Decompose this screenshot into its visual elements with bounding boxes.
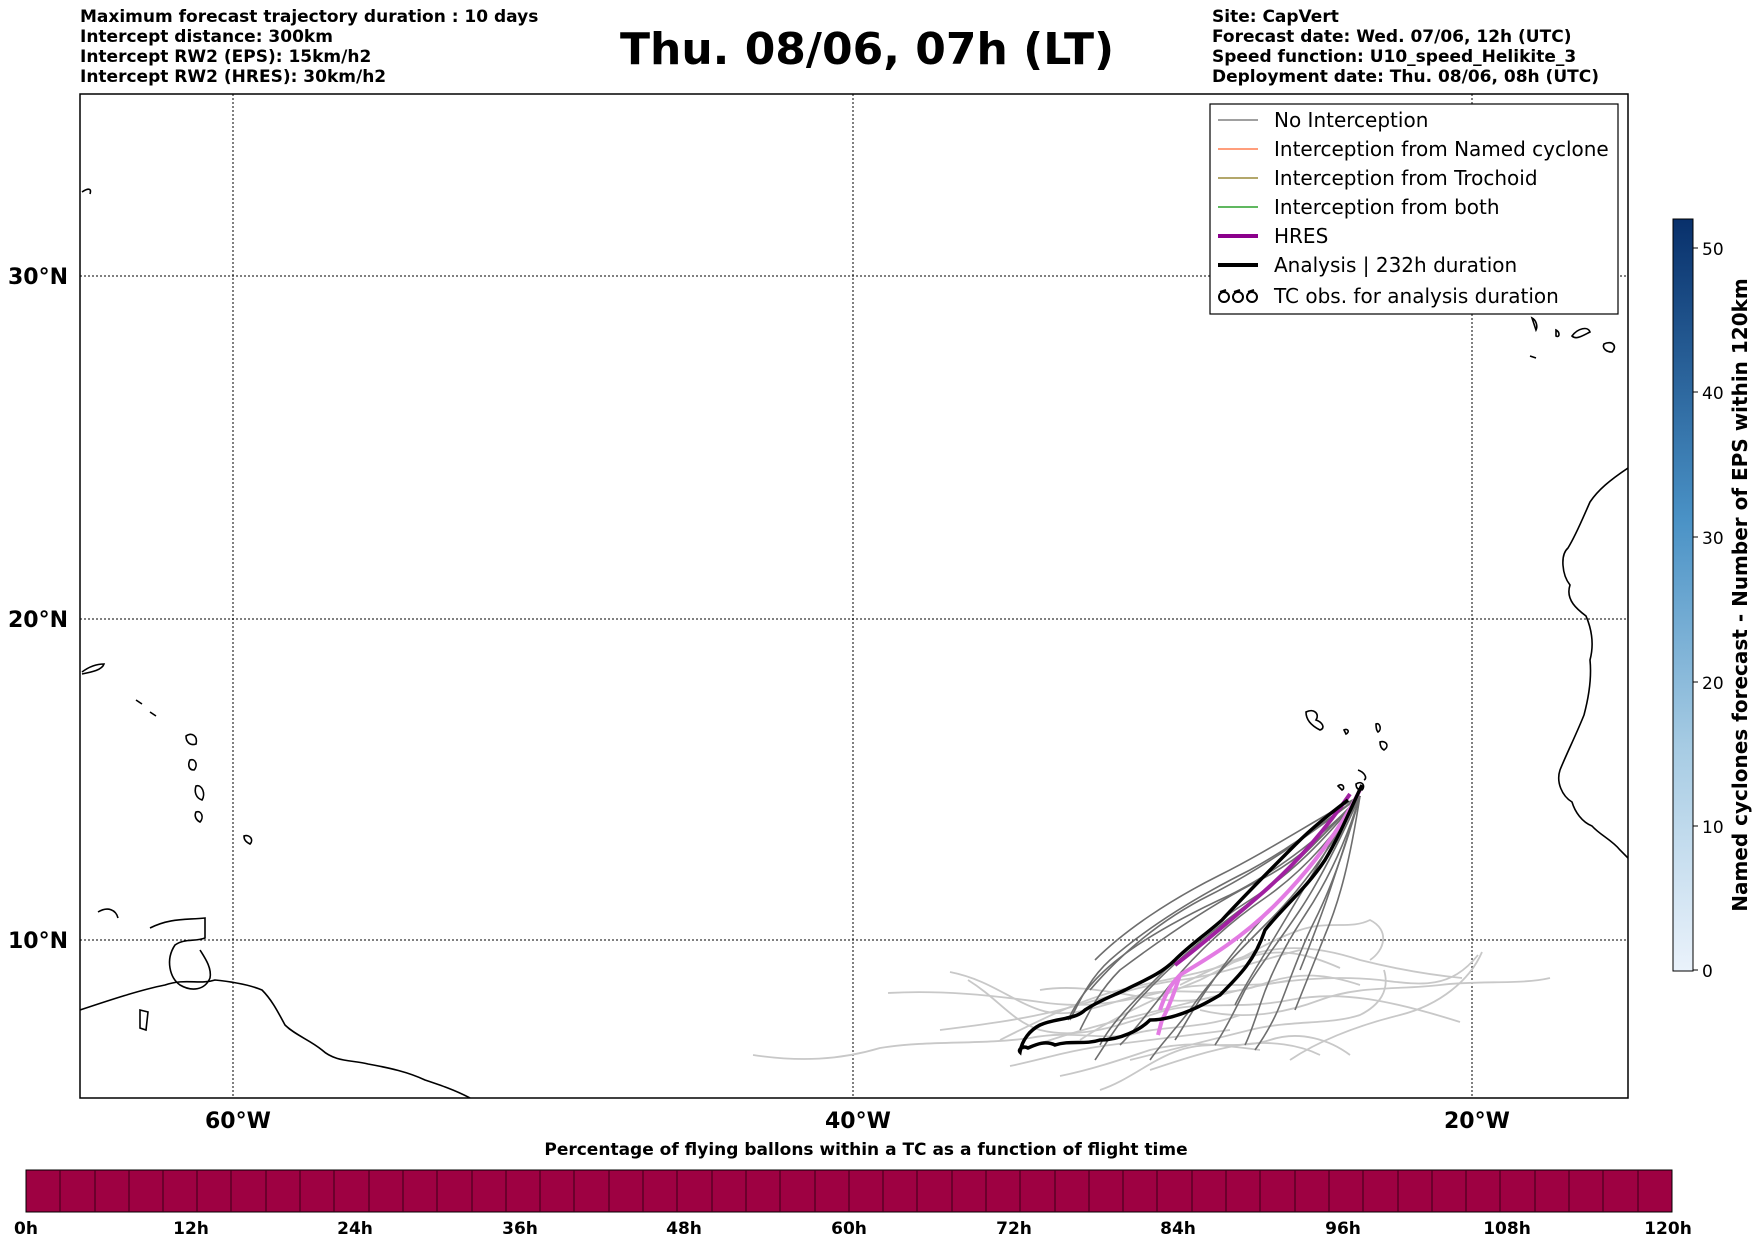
header-line-speed-function: Speed function: U10_speed_Helikite_3 (1212, 47, 1577, 67)
guadeloupe-island (185, 733, 198, 746)
legend-label-no-interception: No Interception (1274, 108, 1428, 132)
time-tick-60h: 60h (831, 1219, 867, 1239)
virgin-islands (135, 699, 157, 717)
header-line-duration: Maximum forecast trajectory duration : 1… (80, 7, 539, 27)
header-line-rw2-hres: Intercept RW2 (HRES): 30km/h2 (80, 67, 387, 87)
legend: No Interception Interception from Named … (1209, 103, 1619, 315)
page-title: Thu. 08/06, 07h (LT) (620, 24, 1115, 75)
canary-islands (1529, 316, 1616, 359)
time-tick-96h: 96h (1325, 1219, 1361, 1239)
colorbar-bottom-segments (59, 1170, 1639, 1212)
colorbar-bottom-title: Percentage of flying ballons within a TC… (544, 1140, 1187, 1160)
st-lucia-island (194, 810, 203, 823)
cape-verde-santo-antao (1305, 709, 1324, 731)
analysis-trajectory (1017, 784, 1364, 1056)
legend-label-analysis: Analysis | 232h duration (1274, 253, 1517, 277)
colorbar-tick-50: 50 (1702, 240, 1724, 260)
legend-label-both: Interception from both (1274, 195, 1500, 219)
caribbean-island (97, 908, 119, 919)
cape-verde-sao-nicolau (1342, 728, 1349, 736)
colorbar-tick-20: 20 (1702, 674, 1724, 694)
puerto-rico-island (81, 663, 106, 675)
header-line-deployment-date: Deployment date: Thu. 08/06, 08h (UTC) (1212, 67, 1599, 87)
legend-box (1209, 103, 1619, 315)
lon-label-60w: 60°W (205, 1109, 271, 1134)
tc-symbol-icon (1218, 289, 1258, 303)
colorbar-tick-40: 40 (1702, 384, 1724, 404)
dominica-island (188, 758, 197, 771)
legend-label-named-cyclone: Interception from Named cyclone (1274, 137, 1609, 161)
header-line-distance: Intercept distance: 300km (80, 27, 333, 47)
header-line-rw2-eps: Intercept RW2 (EPS): 15km/h2 (80, 47, 372, 67)
time-tick-12h: 12h (173, 1219, 209, 1239)
header-info-right: Site: CapVert Forecast date: Wed. 07/06,… (1212, 7, 1599, 87)
cape-verde-fogo (1336, 783, 1345, 791)
coastlines (80, 188, 1628, 1098)
small-island (139, 1008, 149, 1032)
cape-verde-santiago (1355, 781, 1365, 791)
time-tick-36h: 36h (502, 1219, 538, 1239)
header-info-left: Maximum forecast trajectory duration : 1… (80, 7, 538, 87)
west-africa-coast (1557, 467, 1628, 859)
lat-label-10n: 10°N (8, 929, 68, 954)
cape-verde-sal (1375, 722, 1381, 733)
legend-label-hres: HRES (1274, 224, 1328, 248)
legend-label-tc-obs: TC obs. for analysis duration (1273, 284, 1559, 308)
lon-label-20w: 20°W (1444, 1109, 1510, 1134)
martinique-island (194, 784, 205, 801)
time-tick-84h: 84h (1160, 1219, 1196, 1239)
colorbar-right-gradient (1672, 218, 1694, 972)
colorbar-bottom: Percentage of flying ballons within a TC… (14, 1140, 1692, 1239)
south-america-coast (80, 979, 471, 1098)
bermuda-island (81, 188, 92, 195)
cape-verde-boavista (1379, 740, 1388, 751)
time-tick-72h: 72h (996, 1219, 1032, 1239)
colorbar-tick-0: 0 (1702, 962, 1713, 982)
barbados-island (243, 834, 253, 845)
header-line-site: Site: CapVert (1212, 7, 1339, 27)
colorbar-tick-10: 10 (1702, 818, 1724, 838)
time-tick-0h: 0h (14, 1219, 38, 1239)
hres-trajectory-light (1158, 789, 1362, 1011)
legend-label-trochoid: Interception from Trochoid (1274, 166, 1538, 190)
hres-trajectory (1173, 792, 1352, 967)
lat-label-30n: 30°N (8, 265, 68, 290)
lon-label-40w: 40°W (825, 1109, 891, 1134)
time-tick-24h: 24h (337, 1219, 373, 1239)
colorbar-tick-30: 30 (1702, 529, 1724, 549)
lat-label-20n: 20°N (8, 608, 68, 633)
colorbar-right-title: Named cyclones forecast - Number of EPS … (1728, 278, 1752, 912)
trinidad-venezuela-coast (149, 917, 212, 990)
time-tick-108h: 108h (1483, 1219, 1531, 1239)
time-tick-48h: 48h (666, 1219, 702, 1239)
cape-verde-maio (1357, 769, 1367, 781)
header-line-forecast-date: Forecast date: Wed. 07/06, 12h (UTC) (1212, 27, 1572, 47)
time-tick-120h: 120h (1644, 1219, 1692, 1239)
colorbar-right: 0 10 20 30 40 50 Named cyclones forecast… (1672, 218, 1752, 982)
